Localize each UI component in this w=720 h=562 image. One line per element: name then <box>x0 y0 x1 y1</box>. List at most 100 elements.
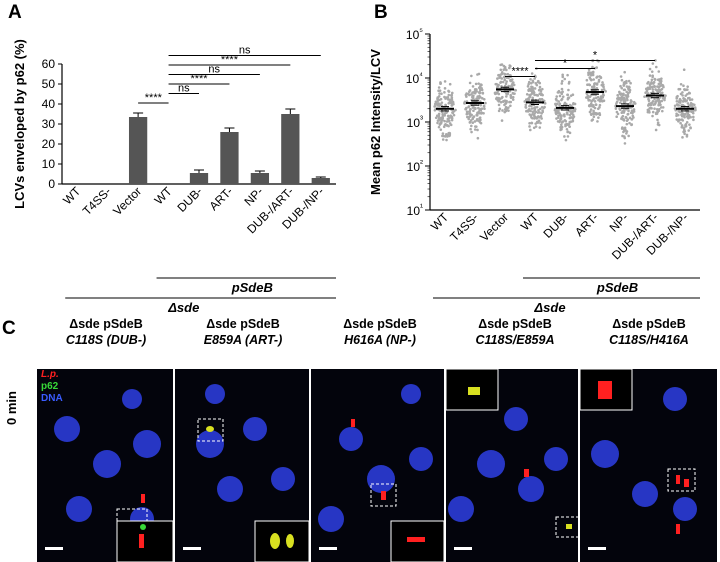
significance-label: ns <box>178 83 190 95</box>
data-point <box>532 89 535 93</box>
data-point <box>614 107 618 110</box>
data-point <box>561 75 565 79</box>
data-point <box>675 118 679 121</box>
data-point <box>533 93 536 97</box>
data-point <box>446 96 450 99</box>
data-point <box>529 77 532 81</box>
data-point <box>622 108 626 112</box>
data-point <box>474 82 478 86</box>
data-point <box>484 101 487 105</box>
significance-label: ns <box>239 45 251 57</box>
data-point <box>505 95 508 98</box>
data-point <box>596 120 599 123</box>
data-point <box>571 119 575 123</box>
data-point <box>685 115 689 118</box>
data-point <box>507 76 510 80</box>
data-point <box>653 107 656 110</box>
data-point <box>452 113 456 117</box>
data-point <box>476 128 479 132</box>
data-point <box>511 98 515 101</box>
data-point <box>561 73 564 77</box>
data-point <box>541 93 544 97</box>
data-point <box>472 109 475 113</box>
data-point <box>437 95 441 98</box>
data-point <box>499 100 503 104</box>
tile-3-title: Δsde pSdeB H616A (NP-) <box>343 317 417 347</box>
data-point <box>566 73 569 77</box>
data-point <box>448 132 452 135</box>
data-point <box>448 98 452 102</box>
data-point <box>537 109 540 112</box>
data-point <box>557 114 560 118</box>
data-point <box>678 118 681 122</box>
data-point <box>563 113 566 116</box>
data-point <box>570 116 573 119</box>
data-point <box>475 90 478 93</box>
data-point <box>659 106 663 109</box>
data-point <box>463 102 466 105</box>
data-point <box>660 109 664 113</box>
significance-label: * <box>563 57 568 69</box>
data-point <box>505 80 508 83</box>
data-point <box>659 81 663 85</box>
data-point <box>653 77 656 81</box>
data-point <box>437 112 441 116</box>
data-point <box>446 114 450 118</box>
data-point <box>568 109 571 113</box>
data-point <box>569 120 572 124</box>
data-point <box>527 107 531 111</box>
data-point <box>625 85 629 88</box>
data-point <box>654 59 657 62</box>
micrograph-image-1 <box>45 389 173 562</box>
data-point <box>647 102 651 105</box>
data-point <box>447 124 450 128</box>
data-point <box>499 73 502 77</box>
data-point <box>657 82 661 86</box>
data-point <box>618 101 622 105</box>
data-point <box>686 92 689 96</box>
data-point <box>538 126 542 129</box>
data-point <box>681 103 684 107</box>
data-point <box>663 98 666 102</box>
data-point <box>568 131 572 135</box>
data-point <box>687 129 691 132</box>
data-point <box>632 100 636 104</box>
data-point <box>593 82 596 86</box>
data-point <box>647 80 650 84</box>
data-point <box>586 96 590 100</box>
data-point <box>587 73 590 77</box>
data-point <box>441 138 445 141</box>
data-point <box>627 79 631 83</box>
data-point <box>600 83 604 87</box>
data-point <box>660 87 664 91</box>
panel-c-letter: C <box>2 318 16 339</box>
data-point <box>626 113 630 116</box>
data-point <box>533 109 536 112</box>
data-point <box>690 98 694 101</box>
data-point <box>534 125 538 128</box>
data-point <box>474 107 477 111</box>
data-point <box>467 117 471 121</box>
data-point <box>567 82 571 85</box>
data-point <box>557 116 560 119</box>
data-point <box>529 81 533 85</box>
data-point <box>600 88 604 92</box>
tile-1-title: Δsde pSdeB C118S (DUB-) <box>65 317 147 347</box>
data-point <box>572 102 575 105</box>
data-point <box>510 79 513 83</box>
micrograph-panel-c: Δsde pSdeB C118S (DUB-) Δsde pSdeB E859A (… <box>0 316 720 562</box>
data-point <box>646 110 650 114</box>
data-point <box>556 120 560 123</box>
data-point <box>440 92 443 96</box>
tile-5-title: Δsde pSdeB C118S/H416A <box>609 317 689 347</box>
data-point <box>558 112 561 115</box>
data-point <box>661 106 665 109</box>
data-point <box>658 90 662 94</box>
data-point <box>540 105 544 109</box>
data-point <box>470 113 473 117</box>
data-point <box>438 103 442 106</box>
y-tick-label-a: 40 <box>42 97 56 111</box>
data-point <box>622 129 626 132</box>
data-point <box>476 111 480 115</box>
data-point <box>625 97 629 100</box>
